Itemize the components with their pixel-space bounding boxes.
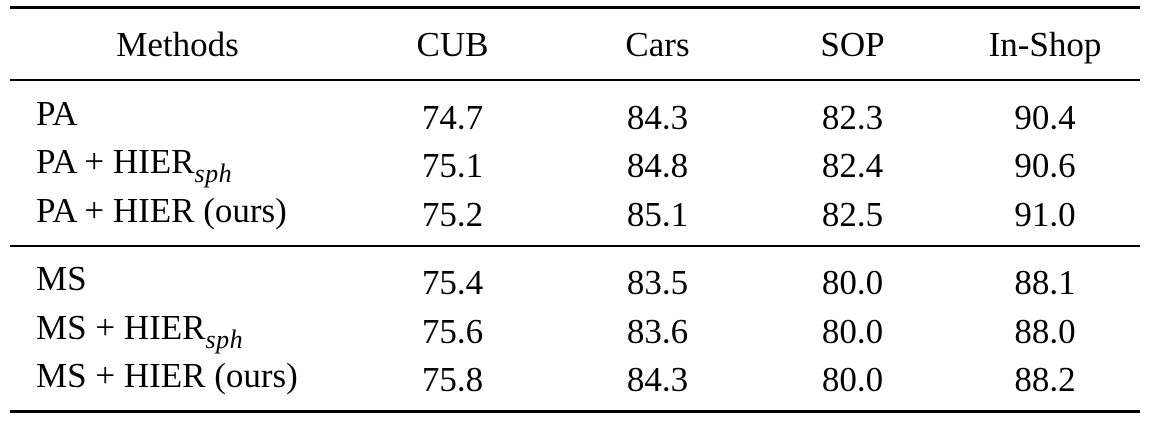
value-cub: 75.2 — [421, 194, 484, 234]
header-row: Methods CUB Cars SOP In-Shop — [10, 9, 1140, 79]
table-row: MS + HIER (ours) 75.8 84.3 80.0 88.2 — [10, 356, 1140, 405]
value-cars: 84.3 — [626, 360, 689, 400]
value-cub: 74.7 — [421, 97, 484, 137]
group-rule — [10, 244, 1140, 247]
value-sop: 80.0 — [821, 311, 884, 351]
value-cub: 75.4 — [421, 263, 484, 303]
bottom-rule — [10, 410, 1140, 413]
value-in-shop: 88.2 — [1014, 360, 1076, 400]
header-methods: Methods — [116, 24, 239, 64]
value-in-shop: 88.1 — [1014, 263, 1076, 303]
group-ms: MS 75.4 83.5 80.0 88.1 MS + HIERsph 75.6… — [10, 247, 1140, 411]
table-row: MS + HIERsph 75.6 83.6 80.0 88.0 — [10, 307, 1140, 356]
table-row: PA + HIER (ours) 75.2 85.1 82.5 91.0 — [10, 190, 1140, 239]
method-name: MS + HIER (ours) — [36, 356, 298, 396]
header-cars: Cars — [625, 24, 690, 64]
value-cars: 83.5 — [626, 263, 689, 303]
group-pa: PA 74.7 84.3 82.3 90.4 PA + HIERsph 75.1… — [10, 81, 1140, 245]
header-rule — [10, 79, 1140, 81]
value-cub: 75.8 — [421, 360, 484, 400]
value-in-shop: 88.0 — [1014, 311, 1076, 351]
value-sop: 82.3 — [821, 97, 884, 137]
header-in-shop: In-Shop — [988, 24, 1102, 64]
value-in-shop: 91.0 — [1014, 194, 1076, 234]
table-row: MS 75.4 83.5 80.0 88.1 — [10, 259, 1140, 308]
value-cub: 75.6 — [421, 311, 484, 351]
value-cub: 75.1 — [421, 146, 484, 186]
value-sop: 82.5 — [821, 194, 884, 234]
value-cars: 84.3 — [626, 97, 689, 137]
table-row: PA 74.7 84.3 82.3 90.4 — [10, 93, 1140, 142]
value-sop: 82.4 — [821, 146, 884, 186]
value-sop: 80.0 — [821, 263, 884, 303]
header-sop: SOP — [820, 24, 885, 64]
header-cub: CUB — [416, 24, 489, 64]
results-table: Methods CUB Cars SOP In-Shop PA 74.7 84.… — [10, 6, 1140, 413]
method-name: MS + HIERsph — [36, 307, 244, 354]
method-name: PA + HIER (ours) — [36, 190, 287, 230]
value-cars: 85.1 — [626, 194, 689, 234]
table-row: PA + HIERsph 75.1 84.8 82.4 90.6 — [10, 142, 1140, 191]
value-in-shop: 90.4 — [1014, 97, 1076, 137]
top-rule — [10, 6, 1140, 9]
method-name: PA — [36, 93, 78, 133]
value-sop: 80.0 — [821, 360, 884, 400]
value-cars: 84.8 — [626, 146, 689, 186]
method-subscript: sph — [205, 324, 244, 354]
method-subscript: sph — [194, 159, 233, 189]
value-in-shop: 90.6 — [1014, 146, 1076, 186]
value-cars: 83.6 — [626, 311, 689, 351]
method-name: MS — [36, 259, 87, 299]
method-name: PA + HIERsph — [36, 142, 233, 189]
